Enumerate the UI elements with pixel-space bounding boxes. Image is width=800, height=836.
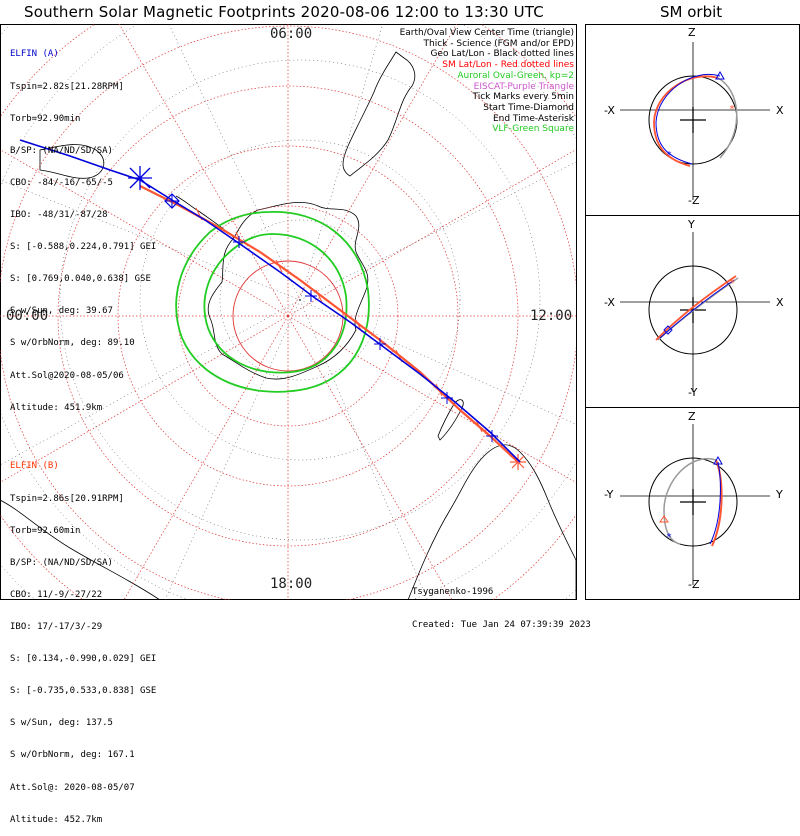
sm3-top-label: Z (688, 410, 696, 423)
footer-info: Tsyganenko-1996 Created: Tue Jan 24 07:3… (412, 566, 591, 641)
auroral-oval (175, 211, 370, 393)
sm-pole-circle (232, 260, 344, 372)
africa-coast (39, 144, 105, 179)
elfin-a-asterisk-icon (128, 166, 152, 190)
elfin-b-info: ELFIN (B) Tspin=2.86s[20.91RPM] Torb=92.… (10, 440, 156, 836)
sm1-top-label: Z (688, 26, 696, 39)
elfin-a-info: ELFIN (A) Tspin=2.82s[21.28RPM] Torb=92.… (10, 28, 156, 424)
polar-map (0, 24, 576, 600)
elfin-a-line: B/SP: (NA/ND/SD/SA) (10, 145, 113, 156)
elfin-a-track (19, 139, 521, 463)
main-figure: * * * * (0, 24, 800, 600)
legend-item: Start Time-Diamond (483, 102, 574, 113)
elfin-b-asterisk-icon (510, 454, 526, 470)
sm2-top-label: Y (688, 218, 695, 231)
legend-item: EISCAT-Purple Triangle (473, 81, 574, 92)
svg-text:*: * (666, 532, 672, 543)
elfin-a-line: S w/OrbNorm, deg: 89.10 (10, 338, 135, 349)
elfin-b-line: CBO: 11/-9/-27/22 (10, 589, 103, 600)
time-label-right: 12:00 (530, 308, 573, 324)
indian-ocean-coast (0, 499, 161, 600)
elfin-a-line: S: [-0.588,0.224,0.791] GEI (10, 242, 157, 253)
elfin-b-line: S: [0.134,-0.990,0.029] GEI (10, 654, 157, 665)
elfin-b-line: Tspin=2.86s[20.91RPM] (10, 493, 124, 504)
elfin-a-line: Att.Sol@2020-08-05/06 (10, 370, 124, 381)
legend-item: Tick Marks every 5min (472, 92, 574, 103)
legend-item: End Time-Asterisk (492, 113, 574, 124)
elfin-b-track (139, 185, 526, 470)
sm-panel-3: * (620, 424, 770, 585)
sm1-left-label: -X (604, 104, 615, 117)
legend-item: VLF-Green Square (492, 124, 574, 135)
sm3-right-label: Y (776, 488, 783, 501)
antarctica-coast (207, 202, 369, 380)
model-name: Tsyganenko-1996 (412, 587, 494, 598)
sm-orbit-title: SM orbit (660, 3, 723, 21)
elfin-a-line: IBO: -48/31/-87/28 (10, 209, 108, 220)
elfin-a-diamond-icon (164, 193, 180, 209)
elfin-b-line: S w/Sun, deg: 137.5 (10, 718, 113, 729)
sm2-bottom-label: -Y (688, 386, 698, 399)
legend-item: Geo Lat/Lon - Black dotted lines (430, 49, 574, 60)
svg-text:*: * (729, 104, 735, 115)
legend-item: Earth/Oval View Center Time (triangle) (399, 28, 574, 38)
sm3-bottom-label: -Z (688, 578, 700, 591)
sm1-bottom-label: -Z (688, 194, 700, 207)
elfin-a-line: Torb=92.90min (10, 113, 81, 124)
elfin-a-line: Tspin=2.82s[21.28RPM] (10, 81, 124, 92)
elfin-a-line: S w/Sun, deg: 39.67 (10, 306, 113, 317)
elfin-a-line: Altitude: 451.9km (10, 402, 103, 413)
legend-item: Thick - Science (FGM and/or EPD) (423, 38, 574, 49)
auroral-oval-inner (203, 233, 348, 374)
elfin-b-line: Torb=92.60min (10, 525, 81, 536)
elfin-b-line: S w/OrbNorm, deg: 167.1 (10, 750, 135, 761)
elfin-b-line: IBO: 17/-17/3/-29 (10, 621, 103, 632)
elfin-a-name: ELFIN (A) (10, 49, 59, 60)
new-zealand-coast (437, 399, 464, 441)
sm-panel-2: * (620, 232, 770, 392)
elfin-b-line: Att.Sol@: 2020-08-05/07 (10, 782, 135, 793)
sm3-left-label: -Y (604, 488, 614, 501)
elfin-a-line: CBO: -84/-16/-65/-5 (10, 177, 113, 188)
sm1-right-label: X (776, 104, 784, 117)
legend-item: SM Lat/Lon - Red dotted lines (442, 60, 574, 71)
sm2-right-label: X (776, 296, 784, 309)
time-label-top: 06:00 (270, 26, 313, 42)
page-title: Southern Solar Magnetic Footprints 2020-… (24, 3, 544, 21)
geo-grid (0, 24, 576, 600)
time-label-bottom: 18:00 (270, 576, 313, 592)
elfin-b-name: ELFIN (B) (10, 461, 59, 472)
elfin-a-ticks (233, 236, 498, 442)
legend-item: Auroral Oval-Green, kp=2 (457, 70, 574, 81)
created-timestamp: Created: Tue Jan 24 07:39:39 2023 (412, 619, 591, 630)
legend: Earth/Oval View Center Time (triangle) T… (400, 28, 574, 135)
sm2-left-label: -X (604, 296, 615, 309)
elfin-b-line: Altitude: 452.7km (10, 814, 103, 825)
time-label-left: 00:00 (6, 308, 49, 324)
sm-panel-1: * * (620, 42, 770, 200)
svg-text:*: * (729, 278, 735, 289)
elfin-b-line: B/SP: (NA/ND/SD/SA) (10, 557, 113, 568)
elfin-b-line: S: [-0.735,0.533,0.838] GSE (10, 686, 157, 697)
svg-text:*: * (666, 150, 672, 161)
south-america-coast (342, 51, 416, 177)
elfin-a-line: S: [0.769,0.040,0.638] GSE (10, 274, 151, 285)
auroral-oval-outer (175, 211, 370, 393)
